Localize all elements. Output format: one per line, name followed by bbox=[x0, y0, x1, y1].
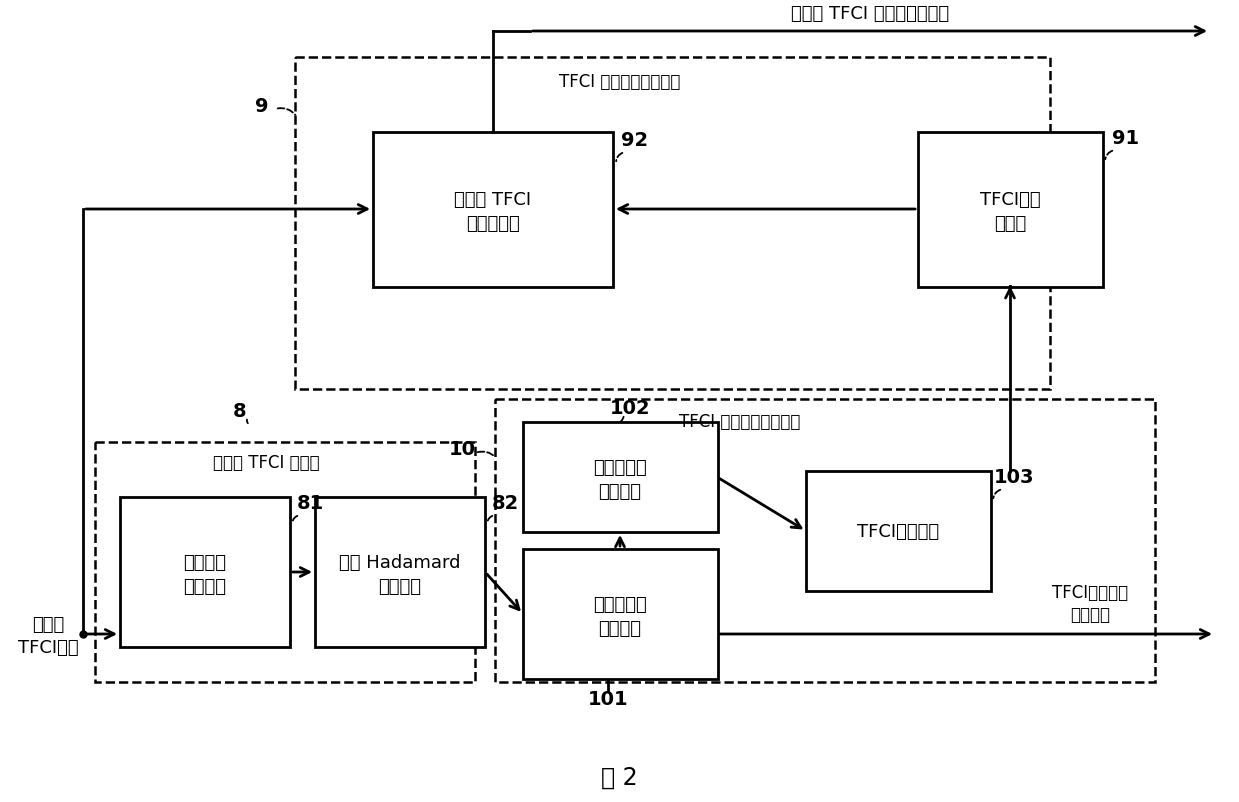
Text: TFCI 解码特征确定部分: TFCI 解码特征确定部分 bbox=[679, 412, 800, 431]
Bar bbox=[120, 497, 290, 647]
Text: 103: 103 bbox=[994, 468, 1035, 487]
Text: TFCI解码特征: TFCI解码特征 bbox=[1052, 583, 1127, 602]
Text: 图 2: 图 2 bbox=[601, 765, 637, 789]
Text: 102: 102 bbox=[610, 399, 650, 418]
Text: 存储单元: 存储单元 bbox=[598, 619, 642, 638]
Text: 硬决定 TFCI: 硬决定 TFCI bbox=[455, 191, 532, 209]
Bar bbox=[918, 132, 1103, 287]
Bar bbox=[523, 549, 717, 679]
Text: 变换单元: 变换单元 bbox=[378, 577, 421, 595]
Text: TFCI确定单元: TFCI确定单元 bbox=[857, 522, 939, 541]
Text: 指示符值: 指示符值 bbox=[1070, 606, 1110, 623]
Text: 硬决定 TFCI 误差比特的数量: 硬决定 TFCI 误差比特的数量 bbox=[790, 5, 949, 23]
Text: 软决定: 软决定 bbox=[32, 615, 64, 634]
Bar bbox=[496, 399, 1155, 683]
Text: 代码比较器: 代码比较器 bbox=[466, 215, 520, 233]
Bar bbox=[523, 423, 717, 533]
Text: 数据比特: 数据比特 bbox=[183, 553, 227, 571]
Text: 101: 101 bbox=[587, 690, 628, 709]
Bar bbox=[373, 132, 613, 287]
Text: 确定单元: 确定单元 bbox=[598, 482, 642, 500]
Text: 发生器: 发生器 bbox=[994, 215, 1026, 233]
Text: TFCI代码: TFCI代码 bbox=[980, 191, 1041, 209]
Text: 相关值特征: 相关值特征 bbox=[593, 595, 647, 614]
Text: 10: 10 bbox=[449, 440, 476, 459]
Text: 81: 81 bbox=[296, 494, 323, 512]
Text: 92: 92 bbox=[622, 132, 648, 150]
Bar bbox=[315, 497, 484, 647]
Text: 91: 91 bbox=[1113, 128, 1140, 148]
Text: 8: 8 bbox=[233, 402, 247, 421]
Text: 快速 Hadamard: 快速 Hadamard bbox=[339, 553, 461, 571]
Text: 软决定 TFCI 解码器: 软决定 TFCI 解码器 bbox=[213, 453, 320, 472]
Text: TFCI 比特误差确定部分: TFCI 比特误差确定部分 bbox=[559, 73, 680, 91]
Text: 9: 9 bbox=[255, 97, 269, 116]
Text: TFCI码元: TFCI码元 bbox=[17, 638, 78, 656]
Bar bbox=[805, 472, 990, 591]
Text: 替换单元: 替换单元 bbox=[183, 577, 227, 595]
Text: 82: 82 bbox=[492, 494, 519, 512]
Bar bbox=[95, 443, 475, 683]
Bar bbox=[295, 58, 1049, 390]
Text: 峰值相关值: 峰值相关值 bbox=[593, 459, 647, 476]
